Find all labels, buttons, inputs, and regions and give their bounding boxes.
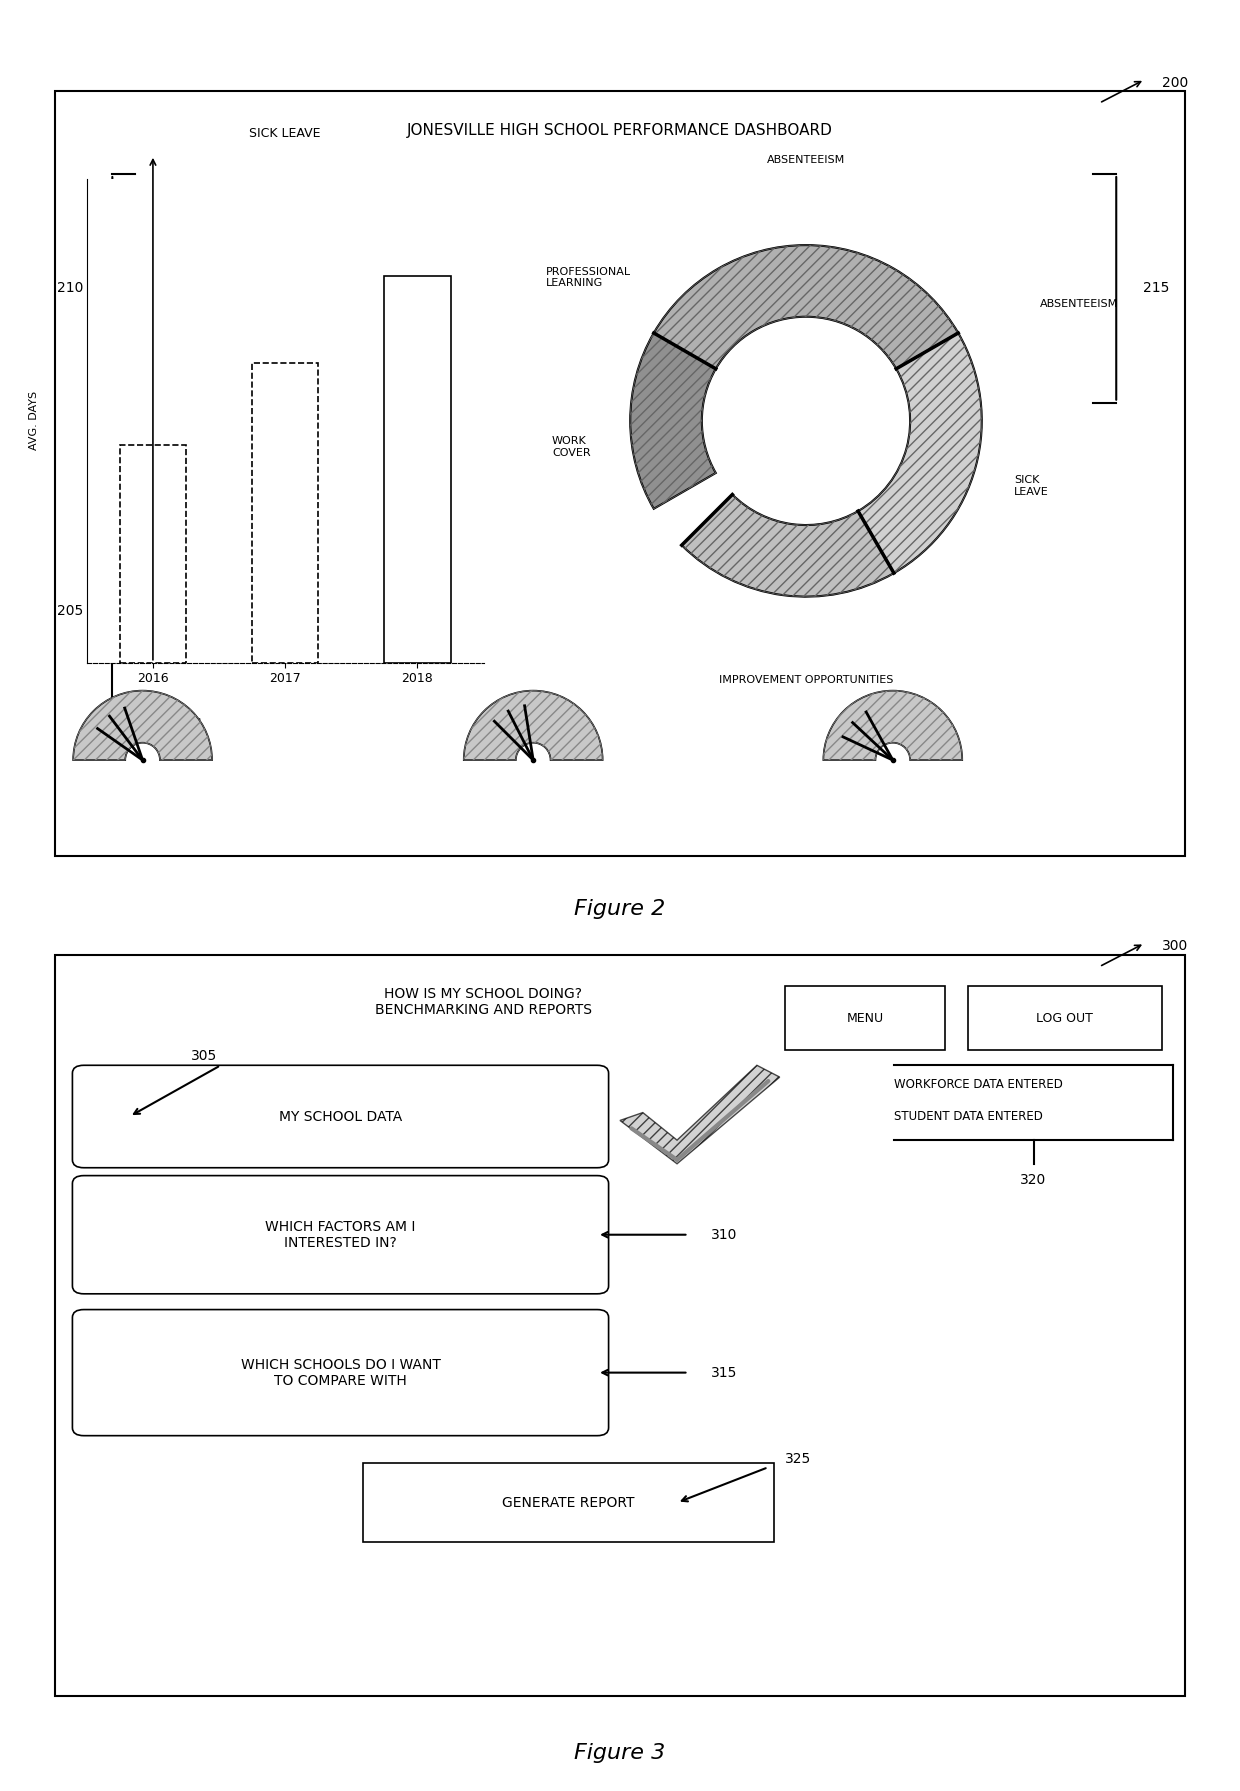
Text: PROFESSIONAL
LEARNING: PROFESSIONAL LEARNING bbox=[546, 267, 631, 288]
Text: Figure 3: Figure 3 bbox=[574, 1743, 666, 1762]
Polygon shape bbox=[620, 1066, 780, 1164]
Bar bbox=[120, 444, 186, 663]
Wedge shape bbox=[464, 691, 603, 759]
Text: 300: 300 bbox=[1162, 938, 1188, 953]
Text: MENU: MENU bbox=[847, 1012, 884, 1024]
Text: 210: 210 bbox=[57, 281, 83, 296]
FancyBboxPatch shape bbox=[56, 955, 1184, 1696]
FancyBboxPatch shape bbox=[363, 1463, 774, 1542]
Text: 310: 310 bbox=[712, 1227, 738, 1241]
Wedge shape bbox=[630, 333, 715, 509]
Text: STUDENT DATA ENTERED: STUDENT DATA ENTERED bbox=[894, 1110, 1043, 1123]
Wedge shape bbox=[73, 691, 212, 759]
Bar bbox=[384, 276, 450, 663]
Text: WORK COVER: WORK COVER bbox=[502, 718, 579, 727]
Text: 200: 200 bbox=[1162, 77, 1188, 91]
FancyBboxPatch shape bbox=[72, 1309, 609, 1436]
Text: 205: 205 bbox=[57, 604, 83, 618]
Text: 325: 325 bbox=[785, 1453, 812, 1467]
Text: WHICH SCHOOLS DO I WANT
TO COMPARE WITH: WHICH SCHOOLS DO I WANT TO COMPARE WITH bbox=[241, 1358, 440, 1388]
Text: SICK
LEAVE: SICK LEAVE bbox=[1014, 475, 1049, 496]
Text: MY SCHOOL DATA: MY SCHOOL DATA bbox=[279, 1109, 402, 1123]
Text: 215: 215 bbox=[1143, 281, 1169, 296]
Text: ABSENTEEISM: ABSENTEEISM bbox=[1040, 299, 1118, 308]
Text: WORKFORCE DATA ENTERED: WORKFORCE DATA ENTERED bbox=[894, 1078, 1063, 1091]
Text: SICK LEAVE: SICK LEAVE bbox=[873, 718, 937, 727]
FancyBboxPatch shape bbox=[56, 91, 1184, 856]
Text: 315: 315 bbox=[712, 1365, 738, 1379]
FancyBboxPatch shape bbox=[72, 1175, 609, 1293]
Text: 320: 320 bbox=[1021, 1173, 1047, 1187]
Wedge shape bbox=[682, 494, 894, 596]
Text: 305: 305 bbox=[191, 1050, 217, 1062]
Text: GENERATE REPORT: GENERATE REPORT bbox=[502, 1495, 635, 1510]
Text: Figure 2: Figure 2 bbox=[574, 899, 666, 919]
Text: AVG. DAYS: AVG. DAYS bbox=[29, 390, 38, 451]
Wedge shape bbox=[823, 691, 962, 759]
Text: JONESVILLE HIGH SCHOOL PERFORMANCE DASHBOARD: JONESVILLE HIGH SCHOOL PERFORMANCE DASHB… bbox=[407, 124, 833, 138]
FancyBboxPatch shape bbox=[968, 987, 1162, 1050]
Text: SICK LEAVE: SICK LEAVE bbox=[249, 127, 321, 140]
Text: HOW IS MY SCHOOL DOING?
BENCHMARKING AND REPORTS: HOW IS MY SCHOOL DOING? BENCHMARKING AND… bbox=[374, 987, 591, 1017]
Text: ABSENTEEISM: ABSENTEEISM bbox=[766, 156, 846, 165]
FancyBboxPatch shape bbox=[72, 1066, 609, 1168]
FancyBboxPatch shape bbox=[785, 987, 945, 1050]
Wedge shape bbox=[653, 245, 959, 369]
Text: WORK
COVER: WORK COVER bbox=[552, 437, 590, 458]
Text: LOG OUT: LOG OUT bbox=[1037, 1012, 1094, 1024]
Text: IMPROVEMENT OPPORTUNITIES: IMPROVEMENT OPPORTUNITIES bbox=[719, 675, 893, 684]
Bar bbox=[252, 364, 319, 663]
Text: WHICH FACTORS AM I
INTERESTED IN?: WHICH FACTORS AM I INTERESTED IN? bbox=[265, 1220, 415, 1250]
Wedge shape bbox=[858, 333, 982, 573]
Text: STAFFING
BUDGET: STAFFING BUDGET bbox=[149, 718, 202, 740]
